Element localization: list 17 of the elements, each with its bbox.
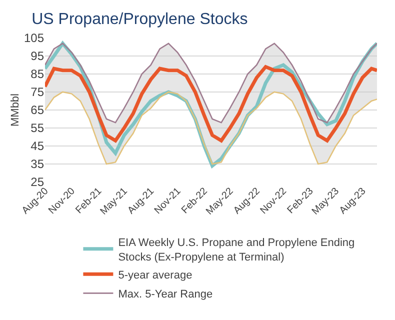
y-tick-label: 75 (30, 85, 44, 100)
y-tick-label: 35 (30, 157, 44, 172)
y-tick-label: 65 (30, 103, 44, 118)
line-series (45, 91, 377, 165)
y-tick-label: 45 (30, 139, 44, 154)
chart-title: US Propane/Propylene Stocks (32, 11, 248, 28)
y-tick-label: 95 (30, 49, 44, 64)
y-tick-label: 55 (30, 121, 44, 136)
legend-label: Max. 5-Year Range (118, 288, 213, 300)
y-tick-label: 25 (30, 175, 44, 190)
legend-label: EIA Weekly U.S. Propane and Propylene Ending Stocks (Ex-Propylene at Terminal) (118, 237, 355, 264)
y-axis-title: MMbbl (10, 93, 22, 127)
y-tick-label: 105 (24, 31, 44, 46)
line-series (45, 65, 377, 142)
line-series (45, 42, 377, 124)
legend-label: 5-year average (118, 269, 192, 282)
y-tick-label: 85 (30, 67, 44, 82)
